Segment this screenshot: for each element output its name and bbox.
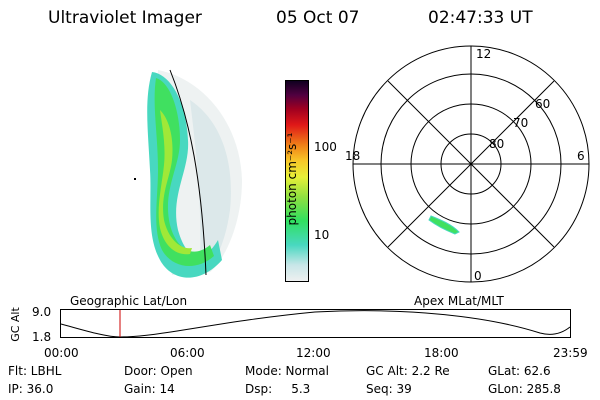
timeline-axis-label: GC Alt (8, 307, 22, 342)
colorbar-tick-10: 10 (314, 228, 330, 242)
info-filter: Flt: LBHL (8, 364, 62, 378)
colorbar-label: photon cm⁻²s⁻¹ (285, 132, 299, 226)
info-door: Door: Open (124, 364, 193, 378)
lat-label-70: 70 (513, 116, 528, 130)
timeline-xtick-2359: 23:59 (553, 346, 588, 360)
timeline-xtick-1200: 12:00 (296, 346, 331, 360)
info-gc-alt: GC Alt: 2.2 Re (366, 364, 450, 378)
time-label: 02:47:33 UT (428, 8, 533, 28)
auroral-oval-band (154, 78, 214, 267)
timeline-xtick-0000: 00:00 (44, 346, 79, 360)
info-glon: GLon: 285.8 (488, 382, 561, 396)
date-label: 05 Oct 07 (276, 8, 360, 28)
lat-label-80: 80 (489, 137, 504, 151)
timeline-left-title: Geographic Lat/Lon (70, 294, 188, 308)
timeline-ytick-max: 9.0 (32, 305, 52, 319)
info-dsp: Dsp: 5.3 (245, 382, 311, 396)
instrument-title: Ultraviolet Imager (48, 8, 202, 28)
timeline-plot (60, 309, 571, 338)
diagonal-line-2 (387, 80, 555, 248)
mlt-label-0: 0 (474, 269, 482, 283)
speckle-dot (134, 178, 136, 180)
timeline-ytick-min: 1.8 (32, 330, 52, 344)
mlt-label-18: 18 (345, 149, 360, 163)
colorbar-tick-100: 100 (314, 140, 337, 154)
auroral-oval-core (158, 110, 192, 255)
timeline-right-title: Apex MLat/MLT (414, 294, 504, 308)
auroral-haze (190, 100, 231, 268)
timeline-xtick-1800: 18:00 (424, 346, 459, 360)
mlt-label-6: 6 (577, 149, 585, 163)
info-glat: GLat: 62.6 (488, 364, 551, 378)
polar-plot: 12 0 18 6 60 70 80 (345, 45, 590, 283)
timeline-frame (60, 309, 571, 338)
info-mode: Mode: Normal (245, 364, 329, 378)
mlt-label-12: 12 (476, 47, 491, 61)
lat-label-60: 60 (535, 97, 550, 111)
auroral-oval-projection (428, 215, 460, 235)
terminator-line (169, 69, 207, 276)
timeline-xtick-0600: 06:00 (170, 346, 205, 360)
auroral-image (134, 69, 242, 278)
info-ip: IP: 36.0 (8, 382, 54, 396)
info-gain: Gain: 14 (124, 382, 175, 396)
info-seq: Seq: 39 (366, 382, 412, 396)
altitude-curve (60, 310, 571, 338)
colorbar (285, 80, 309, 282)
